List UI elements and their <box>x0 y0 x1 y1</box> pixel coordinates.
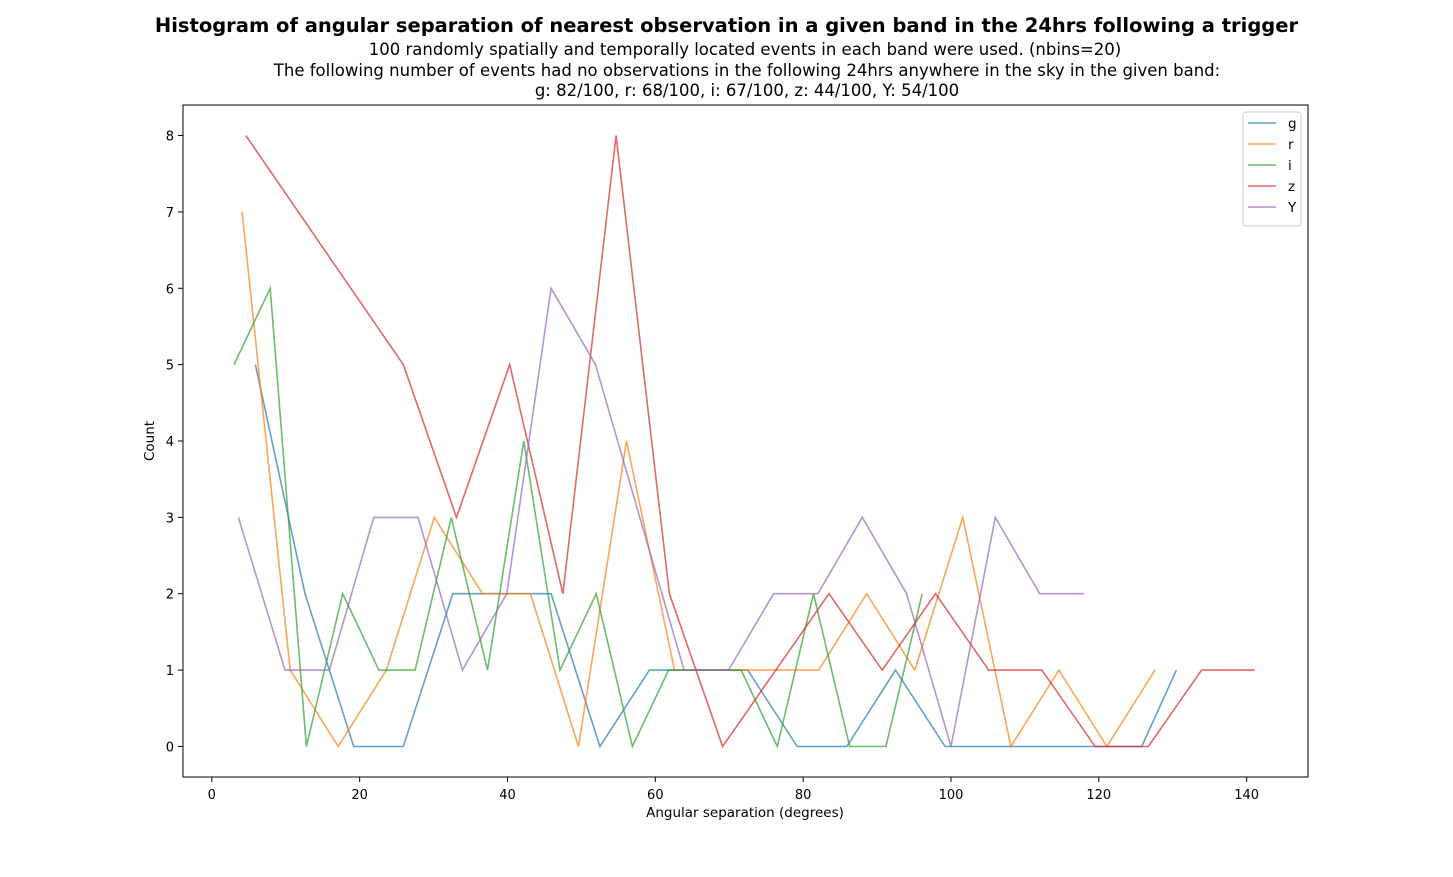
chart-subtitle-line-1: 100 randomly spatially and temporally lo… <box>369 40 1122 59</box>
y-tick-label: 2 <box>166 588 174 603</box>
x-tick-label: 60 <box>647 788 664 803</box>
x-axis-ticks: 0 20 40 60 80 100 120 140 <box>208 777 1259 803</box>
x-tick-label: 100 <box>939 788 964 803</box>
legend-label-g: g <box>1288 116 1297 132</box>
legend-label-i: i <box>1288 158 1292 174</box>
series-lines <box>233 135 1255 749</box>
chart-subtitle-line-2: The following number of events had no ob… <box>273 61 1220 80</box>
x-tick-label: 0 <box>208 788 216 803</box>
y-tick-label: 7 <box>166 206 174 221</box>
y-axis-label: Count <box>142 421 158 461</box>
x-tick-label: 40 <box>499 788 516 803</box>
y-tick-label: 1 <box>166 664 174 679</box>
x-axis-label: Angular separation (degrees) <box>646 805 844 821</box>
legend-label-z: z <box>1288 179 1295 195</box>
legend-box <box>1242 111 1302 227</box>
y-axis-ticks: 0 1 2 3 4 5 6 7 8 <box>166 130 183 755</box>
y-tick-label: 6 <box>166 282 174 297</box>
legend-label-r: r <box>1288 137 1294 153</box>
x-tick-label: 120 <box>1086 788 1111 803</box>
legend-label-Y: Y <box>1287 200 1297 216</box>
plot-area-frame <box>182 104 1309 778</box>
y-tick-label: 8 <box>166 130 174 145</box>
y-tick-label: 0 <box>166 740 174 755</box>
series-line-g <box>254 364 1178 749</box>
y-tick-label: 4 <box>166 435 174 450</box>
series-line-r <box>241 211 1156 749</box>
series-line-Y <box>237 285 1084 747</box>
y-tick-label: 5 <box>166 359 174 374</box>
x-tick-label: 20 <box>351 788 368 803</box>
chart-subtitle-line-3: g: 82/100, r: 68/100, i: 67/100, z: 44/1… <box>535 81 959 100</box>
chart-title: Histogram of angular separation of neare… <box>155 14 1299 37</box>
x-tick-label: 80 <box>795 788 812 803</box>
x-tick-label: 140 <box>1234 788 1259 803</box>
y-tick-label: 3 <box>166 511 174 526</box>
series-line-i <box>233 285 923 749</box>
series-line-z <box>245 135 1255 749</box>
